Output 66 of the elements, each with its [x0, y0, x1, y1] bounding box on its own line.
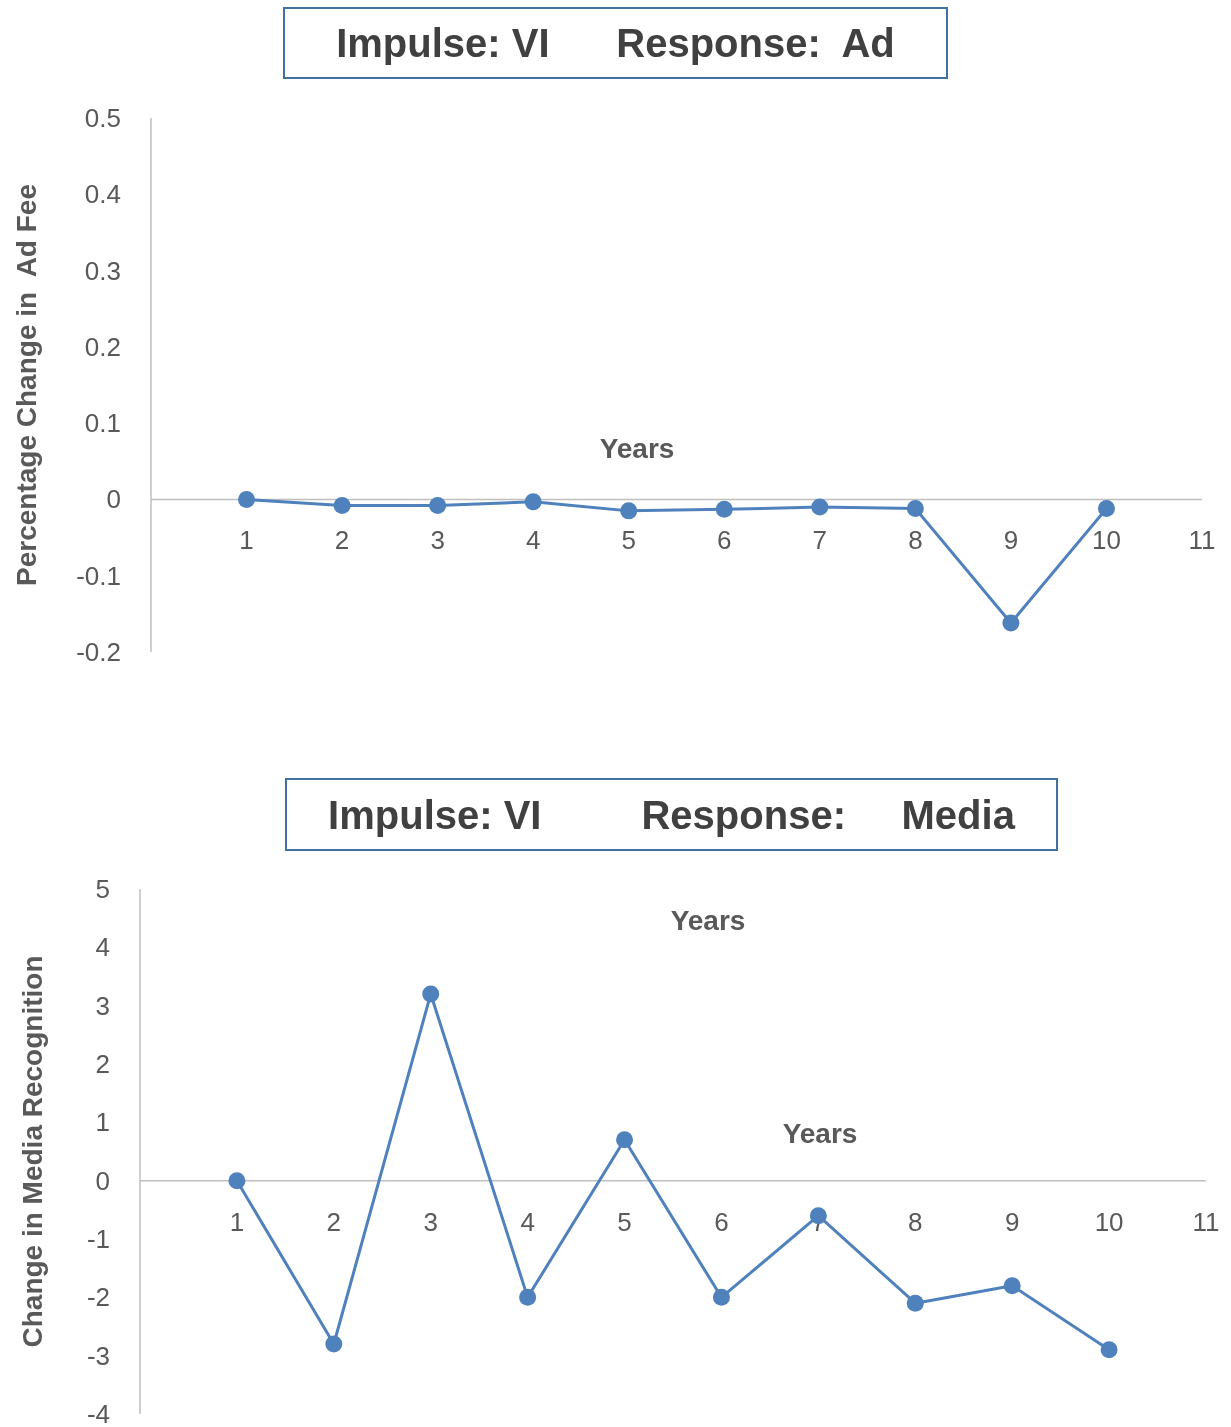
point [906, 500, 924, 518]
x-axis-title: Years [782, 1118, 858, 1149]
x-tick-label: 11 [1192, 1206, 1220, 1237]
y-tick-label: 5 [95, 874, 110, 904]
x-tick-label: 10 [1094, 1206, 1124, 1237]
y-axis-title: Change in Media Recognition [17, 955, 48, 1348]
x-tick-label: 11 [1188, 525, 1216, 556]
x-tick-label: 6 [717, 525, 732, 556]
point [620, 502, 638, 520]
point [238, 490, 256, 508]
point [228, 1172, 246, 1190]
x-tick-label: 1 [229, 1206, 245, 1237]
x-tick-label: 1 [239, 525, 254, 556]
x-tick-label: 5 [617, 1206, 632, 1237]
point [616, 1131, 634, 1149]
y-tick-label: -2 [86, 1282, 110, 1313]
point [1003, 1277, 1021, 1295]
x-tick-label: 8 [908, 1206, 923, 1237]
x-tick-label: 8 [908, 525, 923, 556]
point [715, 500, 733, 518]
y-tick-label: 0.4 [84, 179, 121, 210]
y-tick-label: 3 [95, 990, 110, 1021]
y-tick-label: 0.3 [84, 255, 121, 286]
x-tick-label: 3 [430, 525, 445, 556]
point [712, 1288, 730, 1306]
point [325, 1335, 343, 1353]
y-tick-label: -4 [86, 1399, 110, 1427]
x-tick-label: 10 [1091, 525, 1121, 556]
point [422, 985, 440, 1003]
x-tick-label: 6 [714, 1206, 729, 1237]
x-tick-label: 4 [520, 1206, 535, 1237]
y-tick-label: -3 [86, 1340, 110, 1371]
point [524, 493, 542, 511]
point [811, 498, 829, 516]
x-tick-label: 5 [621, 525, 636, 556]
x-axis-title: Years [599, 433, 675, 464]
y-tick-label: 0 [95, 1165, 110, 1196]
x-tick-label: 4 [525, 525, 541, 556]
y-tick-label: -0.2 [76, 637, 121, 667]
x-tick-label: 2 [326, 1206, 342, 1237]
chart-title: Impulse: VI Response: Ad [336, 21, 895, 65]
y-tick-label: 4 [95, 932, 110, 963]
y-tick-label: 0 [106, 484, 121, 515]
point [519, 1288, 537, 1306]
y-tick-label: 0.1 [84, 408, 121, 439]
y-tick-label: -0.1 [76, 560, 121, 591]
x-tick-label: 9 [1004, 1206, 1020, 1237]
x-tick-label: 7 [812, 525, 828, 556]
y-tick-label: 2 [95, 1049, 110, 1079]
y-tick-label: -1 [86, 1224, 110, 1254]
y-tick-label: 1 [95, 1107, 110, 1138]
point [333, 497, 351, 515]
chart-title: Impulse: VI Response: Media [328, 792, 1016, 837]
y-axis-title: Percentage Change in Ad Fee [11, 184, 42, 586]
y-tick-label: 0.2 [84, 331, 121, 362]
point [429, 497, 447, 515]
x-tick-label: 3 [423, 1206, 438, 1237]
point [809, 1207, 827, 1225]
point [1100, 1341, 1118, 1359]
x-tick-label: 2 [334, 525, 350, 556]
point [1097, 500, 1115, 518]
x-tick-label: 9 [1003, 525, 1019, 556]
point [1002, 614, 1020, 632]
y-tick-label: 0.5 [84, 103, 121, 133]
annotation: Years [670, 905, 746, 936]
point [906, 1294, 924, 1312]
